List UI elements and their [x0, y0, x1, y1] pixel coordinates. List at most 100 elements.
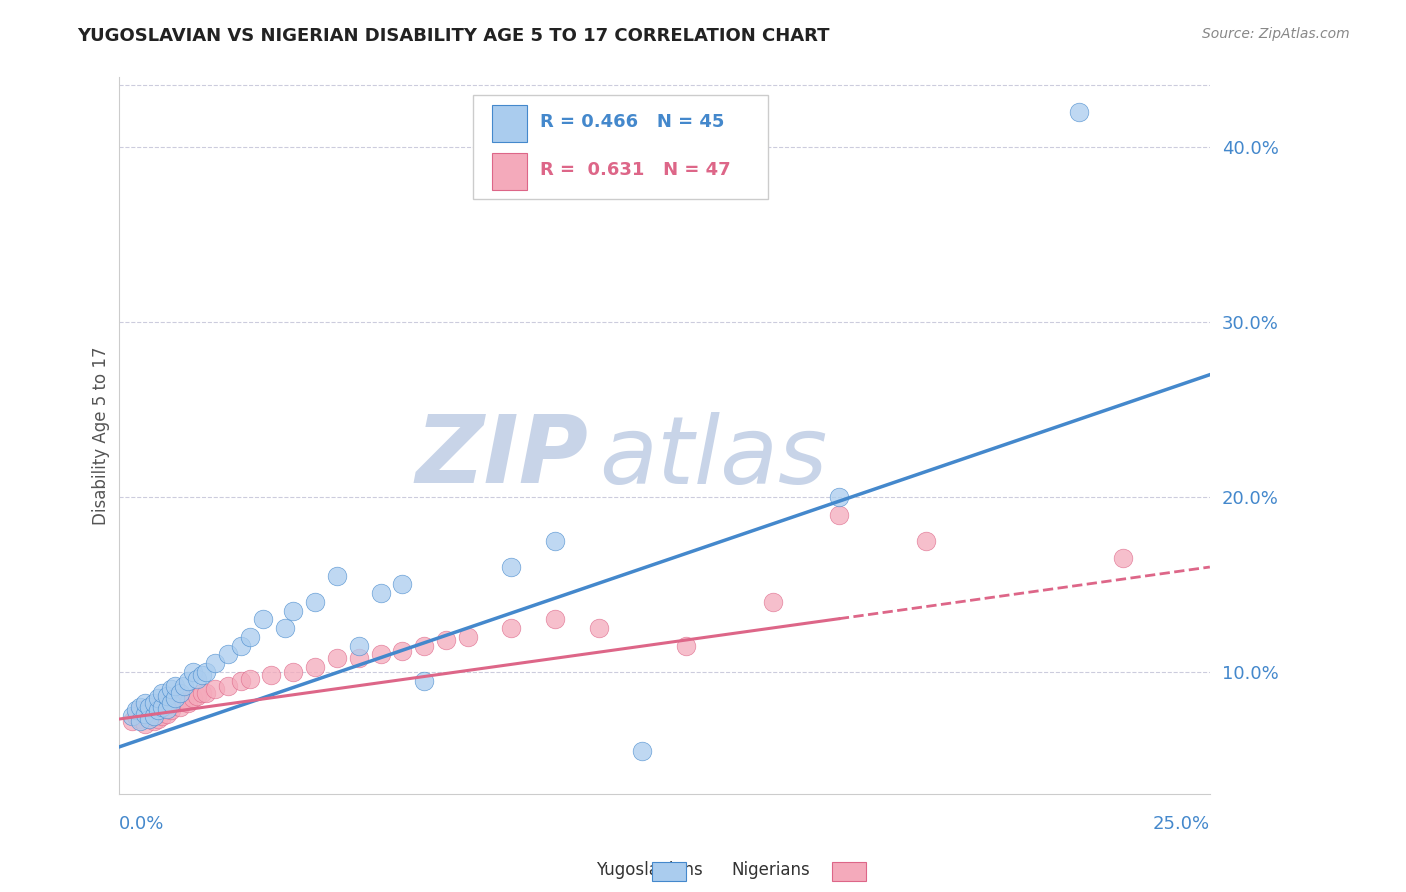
Point	[138, 710, 160, 724]
Point	[190, 686, 212, 700]
Point	[173, 679, 195, 693]
Point	[146, 703, 169, 717]
Point	[828, 490, 851, 504]
Point	[828, 508, 851, 522]
Point	[150, 699, 173, 714]
Point	[304, 595, 326, 609]
Point	[177, 673, 200, 688]
Text: R =  0.631   N = 47: R = 0.631 N = 47	[540, 161, 731, 179]
Point	[186, 672, 208, 686]
Point	[413, 673, 436, 688]
Point	[347, 639, 370, 653]
Point	[190, 668, 212, 682]
Point	[391, 644, 413, 658]
Point	[156, 697, 179, 711]
Point	[129, 712, 152, 726]
Point	[146, 712, 169, 726]
Point	[142, 703, 165, 717]
Point	[588, 621, 610, 635]
Point	[260, 668, 283, 682]
Point	[229, 673, 252, 688]
Point	[146, 699, 169, 714]
Point	[134, 697, 156, 711]
Point	[239, 672, 262, 686]
Point	[326, 651, 349, 665]
Point	[121, 714, 143, 728]
Point	[186, 690, 208, 704]
Point	[370, 586, 392, 600]
Point	[501, 560, 523, 574]
Point	[160, 697, 183, 711]
Point	[194, 665, 217, 679]
Point	[194, 686, 217, 700]
Point	[173, 695, 195, 709]
Point	[283, 665, 305, 679]
Point	[169, 699, 191, 714]
Point	[457, 630, 479, 644]
Point	[181, 691, 204, 706]
Point	[1111, 551, 1133, 566]
Point	[370, 648, 392, 662]
FancyBboxPatch shape	[474, 95, 768, 199]
FancyBboxPatch shape	[492, 153, 527, 190]
Point	[138, 712, 160, 726]
Point	[434, 633, 457, 648]
Point	[326, 568, 349, 582]
Point	[217, 648, 239, 662]
Text: Source: ZipAtlas.com: Source: ZipAtlas.com	[1202, 27, 1350, 41]
Point	[204, 656, 226, 670]
Point	[177, 697, 200, 711]
Point	[129, 714, 152, 728]
Point	[204, 682, 226, 697]
Text: 25.0%: 25.0%	[1153, 815, 1209, 833]
Point	[544, 533, 567, 548]
Point	[125, 708, 148, 723]
Point	[169, 691, 191, 706]
Text: R = 0.466   N = 45: R = 0.466 N = 45	[540, 113, 724, 131]
Point	[544, 612, 567, 626]
Point	[762, 595, 785, 609]
Point	[125, 703, 148, 717]
Point	[134, 706, 156, 721]
Y-axis label: Disability Age 5 to 17: Disability Age 5 to 17	[93, 347, 110, 525]
Text: YUGOSLAVIAN VS NIGERIAN DISABILITY AGE 5 TO 17 CORRELATION CHART: YUGOSLAVIAN VS NIGERIAN DISABILITY AGE 5…	[77, 27, 830, 45]
Point	[273, 621, 295, 635]
Point	[181, 665, 204, 679]
Point	[150, 697, 173, 711]
Point	[304, 659, 326, 673]
Point	[121, 708, 143, 723]
Point	[142, 697, 165, 711]
Point	[1067, 105, 1090, 120]
Point	[142, 714, 165, 728]
Point	[134, 717, 156, 731]
Point	[129, 703, 152, 717]
Point	[217, 679, 239, 693]
Point	[160, 682, 183, 697]
Point	[239, 630, 262, 644]
Point	[146, 691, 169, 706]
Text: atlas: atlas	[599, 412, 827, 503]
Point	[413, 639, 436, 653]
Point	[156, 706, 179, 721]
Point	[347, 651, 370, 665]
Point	[229, 639, 252, 653]
Point	[160, 703, 183, 717]
Point	[156, 701, 179, 715]
Point	[156, 690, 179, 704]
Point	[501, 621, 523, 635]
Point	[283, 604, 305, 618]
Point	[134, 706, 156, 721]
Point	[252, 612, 274, 626]
Point	[150, 686, 173, 700]
Point	[150, 708, 173, 723]
Point	[631, 743, 654, 757]
Text: Yugoslavians: Yugoslavians	[596, 861, 703, 879]
FancyBboxPatch shape	[492, 104, 527, 142]
Point	[165, 691, 187, 706]
Point	[129, 699, 152, 714]
Text: 0.0%: 0.0%	[118, 815, 165, 833]
Point	[142, 708, 165, 723]
Point	[165, 679, 187, 693]
Point	[165, 697, 187, 711]
Point	[915, 533, 938, 548]
